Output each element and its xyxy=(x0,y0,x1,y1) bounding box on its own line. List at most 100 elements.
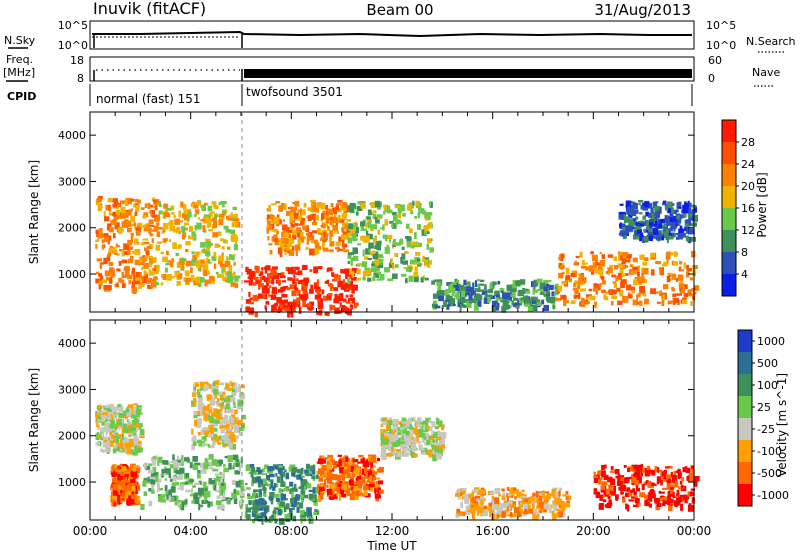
scatter-cell xyxy=(126,274,133,280)
scatter-cell xyxy=(297,270,303,275)
scatter-cell xyxy=(691,497,695,504)
scatter-cell xyxy=(337,215,341,219)
scatter-cell xyxy=(432,454,438,462)
scatter-cell xyxy=(333,493,338,500)
colorbar-swatch xyxy=(738,418,752,440)
scatter-cell xyxy=(386,420,390,423)
scatter-cell xyxy=(278,465,283,468)
scatter-cell xyxy=(269,486,272,490)
scatter-cell xyxy=(361,261,368,268)
scatter-cell xyxy=(273,493,280,498)
scatter-cell xyxy=(297,289,301,296)
scatter-cell xyxy=(364,235,370,243)
scatter-cell xyxy=(110,403,114,410)
scatter-cell xyxy=(276,476,281,483)
scatter-cell xyxy=(135,480,138,487)
scatter-cell xyxy=(287,207,293,210)
scatter-cell xyxy=(209,462,212,469)
scatter-cell xyxy=(269,492,275,497)
colorbar-tick-label: -500 xyxy=(757,467,782,480)
velocity-xlabel: Time UT xyxy=(366,539,417,553)
scatter-cell xyxy=(272,266,278,270)
scatter-cell xyxy=(418,434,423,438)
scatter-cell xyxy=(459,284,465,290)
cpid-segment-normal: normal (fast) 151 xyxy=(96,92,200,106)
scatter-cell xyxy=(185,241,191,246)
scatter-cell xyxy=(196,381,200,384)
scatter-cell xyxy=(213,254,216,262)
scatter-cell xyxy=(147,284,151,289)
scatter-cell xyxy=(148,219,154,224)
scatter-cell xyxy=(430,439,433,445)
scatter-cell xyxy=(247,495,253,499)
scatter-cell xyxy=(245,299,252,304)
scatter-cell xyxy=(693,206,697,213)
scatter-cell xyxy=(565,491,569,495)
date-title: 31/Aug/2013 xyxy=(594,1,691,19)
scatter-cell xyxy=(603,296,609,301)
scatter-cell xyxy=(633,491,637,496)
scatter-cell xyxy=(235,480,241,488)
scatter-cell xyxy=(676,492,680,497)
scatter-cell xyxy=(259,276,263,282)
scatter-cell xyxy=(615,475,619,479)
scatter-cell xyxy=(324,280,327,284)
scatter-cell xyxy=(513,487,517,491)
scatter-cell xyxy=(303,202,307,208)
scatter-cell xyxy=(666,251,671,257)
scatter-cell xyxy=(501,488,505,492)
scatter-cell xyxy=(221,499,224,503)
scatter-cell xyxy=(325,210,328,216)
scatter-cell xyxy=(111,274,116,277)
scatter-cell xyxy=(543,304,549,311)
scatter-cell xyxy=(371,263,374,267)
scatter-cell xyxy=(681,484,684,489)
scatter-cell xyxy=(360,202,366,209)
scatter-cell xyxy=(124,251,130,255)
scatter-cell xyxy=(140,504,145,510)
scatter-cell xyxy=(237,419,243,426)
scatter-cell xyxy=(182,501,186,505)
scatter-cell xyxy=(123,243,130,250)
scatter-cell xyxy=(298,236,305,243)
scatter-cell xyxy=(634,480,639,486)
scatter-cell xyxy=(275,483,279,488)
scatter-cell xyxy=(431,421,436,428)
scatter-cell xyxy=(495,488,498,493)
scatter-cell xyxy=(506,511,509,516)
scatter-cell xyxy=(643,236,649,241)
scatter-cell xyxy=(453,282,458,288)
scatter-cell xyxy=(356,268,361,275)
scatter-cell xyxy=(227,246,231,250)
scatter-cell xyxy=(279,243,285,251)
scatter-cell xyxy=(671,474,677,480)
scatter-cell xyxy=(322,214,327,220)
scatter-cell xyxy=(565,267,570,275)
scatter-cell xyxy=(344,463,349,467)
scatter-cell xyxy=(547,300,552,303)
scatter-cell xyxy=(400,436,406,444)
scatter-cell xyxy=(292,272,298,275)
scatter-cell xyxy=(97,408,102,413)
scatter-cell xyxy=(215,436,219,443)
scatter-cell xyxy=(527,305,534,312)
scatter-cell xyxy=(169,276,175,279)
scatter-cell xyxy=(533,285,536,290)
scatter-cell xyxy=(370,202,377,209)
scatter-cell xyxy=(523,511,529,515)
scatter-cell xyxy=(283,246,290,249)
scatter-cell xyxy=(663,261,668,265)
scatter-cell xyxy=(349,268,352,275)
scatter-cell xyxy=(266,474,270,481)
scatter-cell xyxy=(207,218,212,225)
scatter-cell xyxy=(274,229,279,233)
scatter-cell xyxy=(491,305,496,312)
scatter-cell xyxy=(543,503,550,509)
scatter-cell xyxy=(111,407,117,414)
scatter-cell xyxy=(253,276,259,281)
scatter-cell xyxy=(219,426,223,429)
scatter-cell xyxy=(357,263,362,266)
scatter-cell xyxy=(107,223,112,227)
scatter-cell xyxy=(329,241,335,247)
scatter-cell xyxy=(197,389,200,393)
